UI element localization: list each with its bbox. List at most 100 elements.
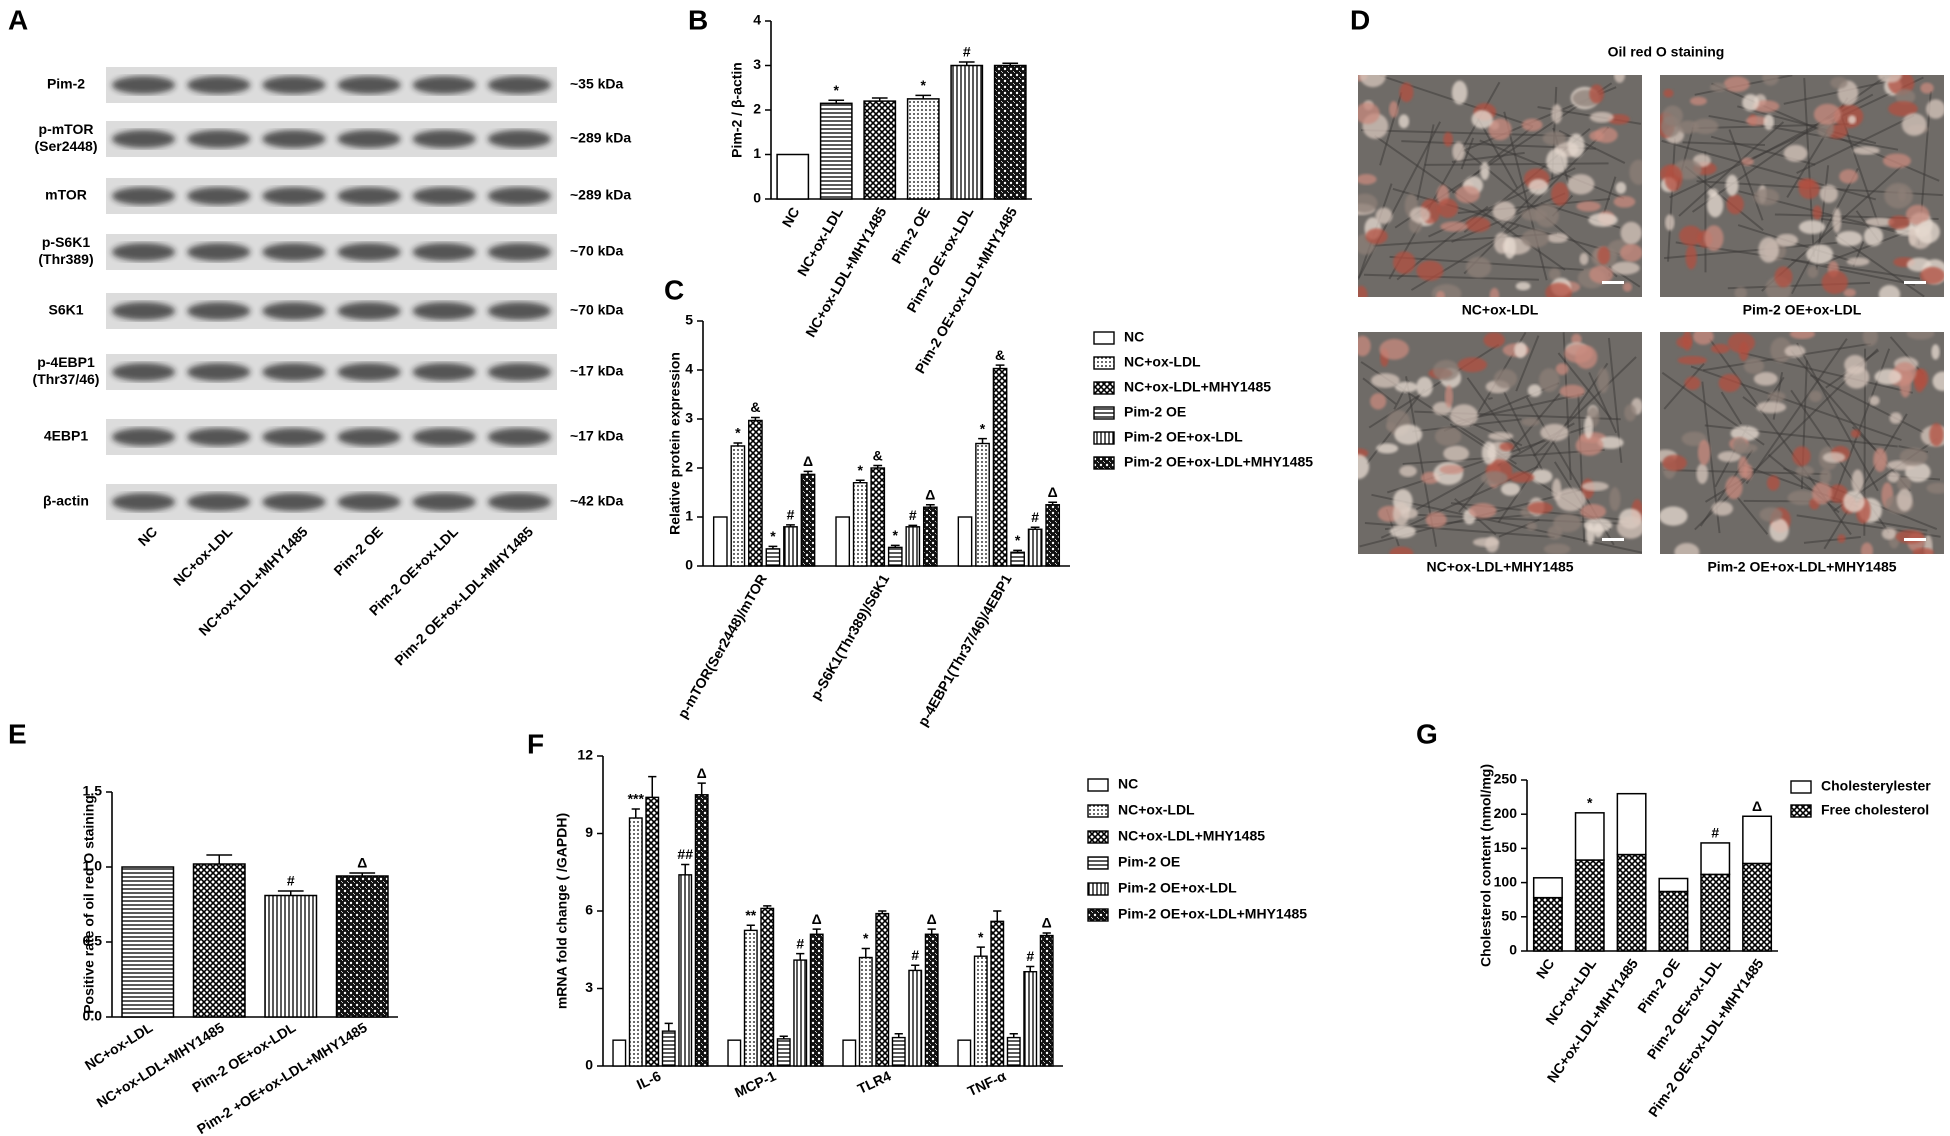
blot-band [187, 493, 251, 511]
bar [887, 546, 903, 567]
cell-process [1669, 76, 1924, 199]
cell-process [1663, 362, 1705, 410]
legend-swatch [1087, 882, 1109, 896]
cell [1884, 182, 1913, 209]
cell [1379, 338, 1409, 360]
cell [1753, 372, 1778, 386]
blot-row-label: S6K1 [48, 302, 83, 318]
cell [1500, 482, 1521, 496]
cell-process [1364, 522, 1555, 539]
cell [1692, 332, 1714, 345]
error-bar [733, 442, 743, 446]
micrograph-caption: Pim-2 OE+ox-LDL+MHY1485 [1707, 559, 1896, 575]
bar [957, 1039, 972, 1067]
bar [905, 526, 921, 567]
significance-mark: *** [628, 791, 645, 807]
cell [1358, 174, 1377, 185]
cell [1620, 243, 1642, 262]
blot-strip [106, 354, 557, 390]
cell [1472, 537, 1499, 547]
cell [1914, 368, 1929, 388]
cell [1610, 261, 1640, 275]
cell [1742, 94, 1760, 112]
cell [1929, 422, 1944, 447]
cell [1489, 287, 1500, 297]
cell [1895, 530, 1925, 544]
micrograph [1358, 75, 1642, 297]
cell [1375, 207, 1393, 224]
cell-process [1360, 129, 1575, 138]
blot-row-label: p-mTOR [39, 121, 94, 137]
x-tick-label: p-mTOR(Ser2448)/mTOR [674, 571, 770, 721]
cell [1481, 441, 1497, 465]
cell [1756, 401, 1787, 414]
cell [1753, 188, 1780, 206]
y-tick-label: 0.5 [83, 933, 103, 949]
blot-band [487, 363, 551, 381]
cell-process [1577, 393, 1586, 543]
cell [1589, 84, 1605, 104]
blot-strip [106, 293, 557, 329]
error-bar [925, 504, 935, 508]
significance-mark: & [750, 399, 760, 415]
cell [1521, 118, 1543, 132]
legend-swatch [1790, 780, 1812, 794]
cell [1416, 260, 1444, 281]
cell [1567, 174, 1595, 195]
error-bar [1030, 526, 1040, 530]
cell [1813, 103, 1842, 125]
cell-process [1515, 335, 1540, 392]
cell [1869, 395, 1880, 406]
legend-label: NC+ox-LDL+MHY1485 [1118, 828, 1265, 844]
blot-band [337, 76, 401, 94]
error-bar [206, 854, 233, 864]
blot-row-label: (Thr37/46) [33, 371, 100, 387]
cell [1812, 205, 1822, 220]
cell [1832, 208, 1842, 233]
lane-label: NC [135, 523, 161, 549]
error-bar [855, 479, 865, 483]
cell-process [1362, 377, 1397, 405]
panel-label: D [1350, 4, 1370, 35]
cell [1873, 447, 1888, 472]
cell [1660, 506, 1688, 526]
cell [1493, 369, 1518, 389]
x-tick-label: NC [1533, 956, 1558, 982]
y-axis-label: mRNA fold change ( /GAPDH) [554, 813, 570, 1009]
cell [1844, 354, 1866, 375]
blot-size: ~289 kDa [570, 130, 631, 146]
cell [1743, 358, 1765, 374]
cell [1434, 426, 1462, 446]
cell [1763, 114, 1774, 130]
cell [1571, 333, 1582, 346]
cell [1398, 114, 1410, 129]
micrograph-caption: Pim-2 OE+ox-LDL [1743, 302, 1862, 318]
cell-process [1736, 496, 1769, 535]
significance-mark: * [857, 462, 863, 478]
cell [1685, 245, 1697, 270]
cell [1882, 153, 1911, 169]
bar-segment [1658, 877, 1689, 893]
cell [1852, 146, 1880, 155]
panel-label: A [8, 4, 28, 35]
cell [1674, 542, 1700, 554]
blot-row-label: β-actin [43, 493, 89, 509]
error-bar [1013, 549, 1022, 553]
cell [1440, 221, 1468, 232]
blot-band [337, 493, 401, 511]
cell [1734, 286, 1747, 297]
cell [1553, 513, 1582, 533]
significance-mark: Δ [697, 765, 707, 781]
legend-swatch [1093, 331, 1115, 345]
cell [1589, 265, 1614, 284]
cell [1358, 193, 1378, 213]
cell [1455, 185, 1480, 204]
blot-band [487, 493, 551, 511]
bar [922, 506, 938, 567]
cell [1661, 115, 1681, 138]
blot-row-label: mTOR [45, 187, 87, 203]
blot-size: ~70 kDa [570, 302, 624, 318]
cell [1394, 424, 1423, 445]
legend-label: Pim-2 OE [1118, 854, 1180, 870]
significance-mark: Δ [812, 911, 822, 927]
